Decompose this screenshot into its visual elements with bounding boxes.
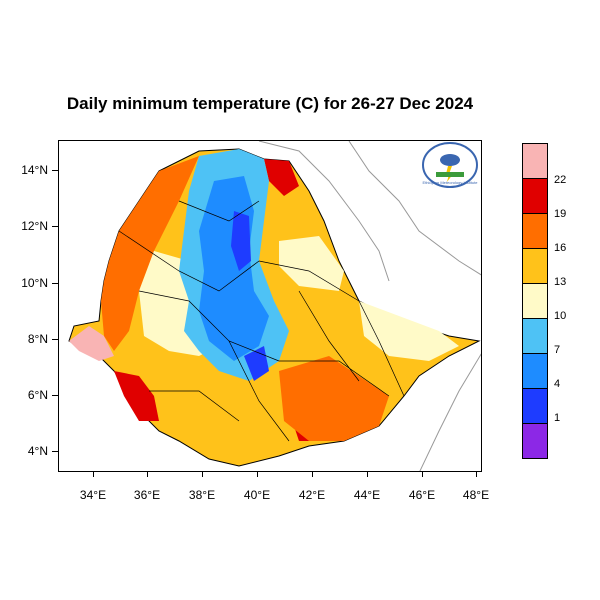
- ethiopia-map: [68, 148, 481, 467]
- y-tick: [52, 395, 58, 396]
- y-axis-label-6n: 6°N: [27, 388, 48, 402]
- colorbar-box: [522, 178, 548, 214]
- colorbar-label-4: 4: [554, 378, 561, 390]
- y-tick: [52, 226, 58, 227]
- x-tick: [476, 471, 477, 477]
- colorbar-box: [522, 283, 548, 319]
- x-tick: [202, 471, 203, 477]
- x-axis-label-34e: 34°E: [79, 488, 107, 502]
- admin-boundaries: [118, 200, 405, 442]
- colorbar-box: [522, 353, 548, 389]
- x-axis-label-44e: 44°E: [353, 488, 381, 502]
- colorbar-label-1: 1: [554, 412, 561, 424]
- x-tick: [147, 471, 148, 477]
- map-frame: [58, 140, 482, 472]
- zone-very-warm-north: [264, 159, 299, 196]
- y-axis-label-8n: 8°N: [27, 332, 48, 346]
- y-axis-label-12n: 12°N: [21, 219, 48, 233]
- zone-cream-northeast: [279, 236, 344, 291]
- x-axis-label-46e: 46°E: [408, 488, 436, 502]
- colorbar-label-16: 16: [554, 242, 567, 254]
- zone-orange-west: [101, 156, 199, 351]
- y-tick: [52, 283, 58, 284]
- zone-pink-west: [69, 326, 114, 361]
- colorbar-label-7: 7: [554, 344, 561, 356]
- x-axis-label-36e: 36°E: [133, 488, 161, 502]
- map-canvas: [68, 141, 481, 471]
- colorbar-box: [522, 248, 548, 284]
- colorbar-box: [522, 213, 548, 249]
- zone-very-warm-west: [114, 371, 159, 421]
- zone-orange-southeast: [279, 356, 389, 441]
- colorbar-label-10: 10: [554, 310, 567, 322]
- colorbar: [522, 143, 548, 459]
- cloud-lightning-emblem-icon: Ethiopian Meteorology Institute: [422, 142, 479, 188]
- neighbor-borders: [258, 141, 481, 471]
- y-axis-label-10n: 10°N: [21, 276, 48, 290]
- x-axis-label-48e: 48°E: [462, 488, 490, 502]
- y-axis-label-14n: 14°N: [21, 163, 48, 177]
- colorbar-label-13: 13: [554, 276, 567, 288]
- zone-cream-east: [359, 301, 459, 361]
- y-tick: [52, 451, 58, 452]
- x-axis-label-40e: 40°E: [243, 488, 271, 502]
- map-title: Daily minimum temperature (C) for 26-27 …: [66, 94, 474, 113]
- colorbar-box: [522, 318, 548, 354]
- x-tick: [422, 471, 423, 477]
- x-tick: [367, 471, 368, 477]
- x-axis-label-38e: 38°E: [188, 488, 216, 502]
- colorbar-box: [522, 388, 548, 424]
- x-tick: [257, 471, 258, 477]
- y-axis-label-4n: 4°N: [27, 444, 48, 458]
- x-tick: [93, 471, 94, 477]
- y-tick: [52, 339, 58, 340]
- x-axis-label-42e: 42°E: [298, 488, 326, 502]
- y-tick: [52, 170, 58, 171]
- colorbar-box: [522, 143, 548, 179]
- colorbar-label-19: 19: [554, 208, 567, 220]
- zone-colder-core: [199, 176, 269, 361]
- colorbar-label-22: 22: [554, 174, 567, 186]
- agency-logo: Ethiopian Meteorology Institute: [420, 140, 480, 190]
- svg-text:Ethiopian Meteorology Institut: Ethiopian Meteorology Institute: [423, 180, 479, 185]
- x-tick: [312, 471, 313, 477]
- zone-coldest-patches: [231, 211, 251, 271]
- colorbar-box: [522, 423, 548, 459]
